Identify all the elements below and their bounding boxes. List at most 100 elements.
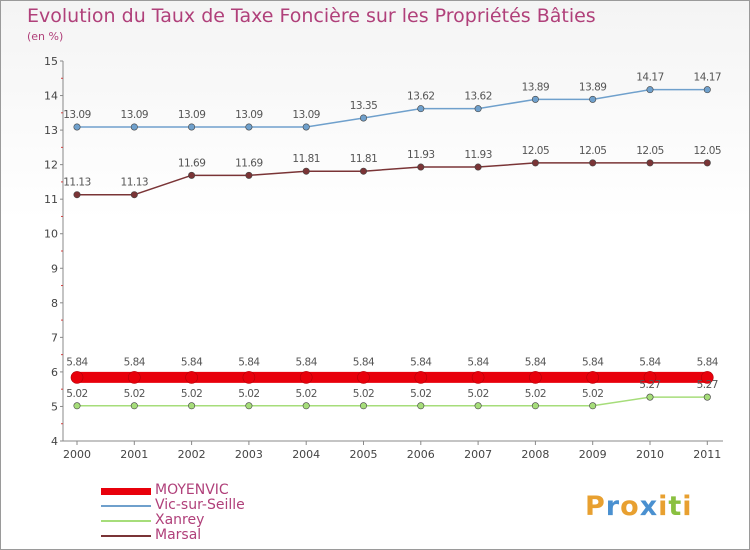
data-label-xanrey: 5.27 (639, 379, 660, 391)
data-point-xanrey (73, 402, 81, 410)
y-tick-label: 4 (51, 435, 58, 448)
data-label-marsal: 11.81 (292, 153, 320, 165)
data-point-vic-sur-seille (589, 95, 597, 103)
data-label-vic-sur-seille: 13.09 (121, 109, 149, 121)
data-label-vic-sur-seille: 13.09 (235, 109, 263, 121)
legend-item-marsal: Marsal (101, 527, 321, 545)
data-label-xanrey: 5.02 (238, 388, 259, 400)
data-label-xanrey: 5.02 (124, 388, 145, 400)
logo-letter: t (668, 491, 683, 522)
data-label-moyenvic: 5.84 (582, 356, 604, 368)
data-point-marsal (474, 163, 482, 171)
data-point-xanrey (589, 402, 597, 410)
data-label-moyenvic: 5.84 (467, 356, 489, 368)
data-label-marsal: 12.05 (579, 145, 607, 157)
data-label-xanrey: 5.02 (467, 388, 488, 400)
logo-letter: P (585, 491, 606, 522)
logo-letter: r (605, 491, 621, 522)
y-tick-label: 5 (51, 400, 58, 413)
legend-swatch-xanrey (101, 520, 151, 522)
data-point-vic-sur-seille (73, 123, 81, 131)
x-tick-label: 2002 (178, 448, 206, 461)
data-point-vic-sur-seille (245, 123, 253, 131)
chart-title: Evolution du Taux de Taxe Foncière sur l… (27, 5, 596, 27)
data-point-xanrey (417, 402, 425, 410)
data-label-vic-sur-seille: 13.09 (292, 109, 320, 121)
data-point-xanrey (188, 402, 196, 410)
data-label-marsal: 12.05 (694, 145, 722, 157)
data-point-vic-sur-seille (188, 123, 196, 131)
data-point-moyenvic (586, 371, 600, 384)
data-label-moyenvic: 5.84 (181, 356, 203, 368)
data-label-marsal: 11.69 (235, 157, 263, 169)
logo-letter: i (658, 491, 669, 522)
legend-item-moyenvic: MOYENVIC (101, 482, 321, 500)
data-point-marsal (188, 171, 196, 179)
data-point-xanrey (531, 402, 539, 410)
x-tick-label: 2001 (120, 448, 148, 461)
data-label-xanrey: 5.02 (353, 388, 374, 400)
data-point-vic-sur-seille (703, 86, 711, 94)
logo-letter: x (639, 491, 659, 522)
x-tick-label: 2005 (350, 448, 378, 461)
data-point-xanrey (130, 402, 138, 410)
y-tick-label: 9 (51, 262, 58, 275)
data-label-vic-sur-seille: 13.09 (178, 109, 206, 121)
data-label-xanrey: 5.02 (181, 388, 202, 400)
data-point-moyenvic (414, 371, 428, 384)
x-tick-label: 2011 (693, 448, 721, 461)
data-point-xanrey (245, 402, 253, 410)
data-label-marsal: 11.81 (350, 153, 378, 165)
data-point-vic-sur-seille (130, 123, 138, 131)
x-tick-label: 2000 (63, 448, 91, 461)
data-label-vic-sur-seille: 13.09 (63, 109, 91, 121)
data-label-moyenvic: 5.84 (697, 356, 719, 368)
line-chart: 4 5 6 7 8 9 10 11 12 13 14 15 2000 2001 2002 2003 2004 20… (44, 55, 723, 461)
y-tick-label: 13 (44, 124, 58, 137)
data-point-marsal (130, 191, 138, 199)
data-label-moyenvic: 5.84 (238, 356, 260, 368)
y-tick-label: 6 (51, 366, 58, 379)
y-tick-label: 8 (51, 297, 58, 310)
data-label-xanrey: 5.02 (525, 388, 546, 400)
y-tick-label: 12 (44, 159, 58, 172)
y-tick-label: 7 (51, 331, 58, 344)
data-point-moyenvic (700, 371, 714, 384)
data-label-vic-sur-seille: 13.62 (464, 91, 492, 103)
data-point-moyenvic (299, 371, 313, 384)
data-label-moyenvic: 5.84 (66, 356, 88, 368)
data-point-marsal (417, 163, 425, 171)
y-tick-label: 10 (44, 228, 58, 241)
legend-swatch-vic-sur-seille (101, 505, 151, 507)
legend-item-vic-sur-seille: Vic-sur-Seille (101, 497, 321, 515)
data-point-marsal (646, 159, 654, 167)
data-point-moyenvic (242, 371, 256, 384)
legend-label-xanrey: Xanrey (155, 512, 205, 528)
legend-label-moyenvic: MOYENVIC (155, 482, 229, 498)
logo-letter: o (620, 491, 640, 522)
legend-label-vic-sur-seille: Vic-sur-Seille (155, 497, 245, 513)
y-axis-unit: (en %) (27, 30, 64, 43)
data-point-marsal (245, 171, 253, 179)
data-label-moyenvic: 5.84 (639, 356, 661, 368)
data-point-marsal (589, 159, 597, 167)
data-point-marsal (359, 167, 367, 175)
x-tick-label: 2009 (579, 448, 607, 461)
data-label-marsal: 11.13 (63, 177, 91, 189)
data-point-vic-sur-seille (474, 105, 482, 113)
data-label-moyenvic: 5.84 (296, 356, 318, 368)
x-tick-label: 2006 (407, 448, 435, 461)
data-point-moyenvic (70, 371, 84, 384)
data-point-vic-sur-seille (646, 86, 654, 94)
data-point-marsal (531, 159, 539, 167)
data-label-moyenvic: 5.84 (525, 356, 547, 368)
x-tick-label: 2008 (521, 448, 549, 461)
data-label-marsal: 11.13 (121, 177, 149, 189)
data-point-moyenvic (357, 371, 370, 384)
data-label-marsal: 11.69 (178, 157, 206, 169)
data-point-xanrey (474, 402, 482, 410)
data-point-vic-sur-seille (359, 114, 367, 122)
data-point-vic-sur-seille (302, 123, 310, 131)
data-label-vic-sur-seille: 13.35 (350, 100, 378, 112)
